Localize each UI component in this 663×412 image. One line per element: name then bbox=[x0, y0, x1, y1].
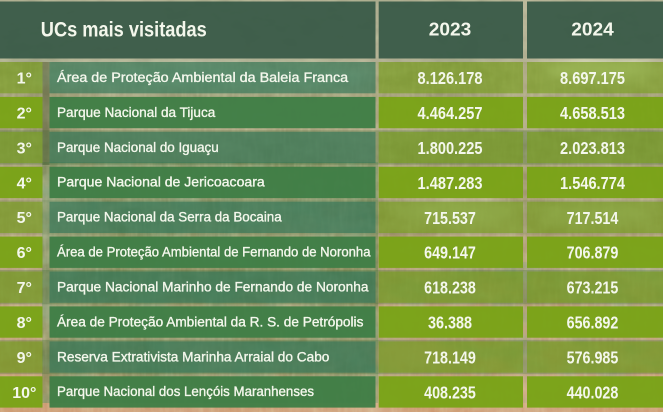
svg-text:3°: 3° bbox=[17, 140, 32, 157]
svg-text:1.487.283: 1.487.283 bbox=[418, 173, 483, 193]
svg-text:9°: 9° bbox=[17, 350, 32, 367]
svg-text:6°: 6° bbox=[17, 245, 32, 262]
svg-text:Área de Proteção Ambiental da: Área de Proteção Ambiental da R. S. de P… bbox=[57, 314, 364, 329]
svg-text:8.697.175: 8.697.175 bbox=[560, 68, 625, 88]
svg-text:Área de Proteção Ambiental da: Área de Proteção Ambiental da Baleia Fra… bbox=[57, 70, 349, 85]
svg-text:576.985: 576.985 bbox=[567, 348, 619, 368]
svg-text:36.388: 36.388 bbox=[428, 313, 472, 333]
svg-text:8°: 8° bbox=[17, 315, 32, 332]
svg-text:UCs mais visitadas: UCs mais visitadas bbox=[41, 19, 207, 42]
svg-text:1.546.774: 1.546.774 bbox=[560, 173, 625, 193]
svg-text:5°: 5° bbox=[17, 210, 32, 227]
svg-text:715.537: 715.537 bbox=[424, 208, 476, 228]
svg-text:1.800.225: 1.800.225 bbox=[418, 138, 483, 158]
svg-text:649.147: 649.147 bbox=[424, 243, 476, 263]
svg-text:618.238: 618.238 bbox=[424, 278, 476, 298]
svg-text:2°: 2° bbox=[17, 105, 32, 122]
svg-text:706.879: 706.879 bbox=[567, 243, 619, 263]
svg-text:Parque Nacional da Serra da Bo: Parque Nacional da Serra da Bocaina bbox=[57, 210, 282, 225]
svg-text:Parque Nacional dos Lençóis Ma: Parque Nacional dos Lençóis Maranhenses bbox=[57, 384, 314, 399]
svg-text:8.126.178: 8.126.178 bbox=[418, 68, 483, 88]
svg-text:7°: 7° bbox=[17, 280, 32, 297]
svg-text:10°: 10° bbox=[12, 385, 36, 402]
svg-text:440.028: 440.028 bbox=[567, 382, 619, 402]
svg-text:4°: 4° bbox=[17, 175, 32, 192]
svg-text:673.215: 673.215 bbox=[567, 278, 619, 298]
svg-text:2023: 2023 bbox=[429, 19, 472, 40]
svg-text:Área de Proteção Ambiental de: Área de Proteção Ambiental de Fernando d… bbox=[57, 245, 371, 260]
svg-text:656.892: 656.892 bbox=[567, 313, 619, 333]
svg-text:4.464.257: 4.464.257 bbox=[418, 103, 483, 123]
svg-text:2024: 2024 bbox=[571, 19, 614, 40]
svg-text:Reserva Extrativista Marinha A: Reserva Extrativista Marinha Arraial do … bbox=[57, 349, 329, 364]
svg-text:4.658.513: 4.658.513 bbox=[560, 103, 625, 123]
svg-text:1°: 1° bbox=[17, 71, 32, 88]
svg-text:Parque Nacional da Tijuca: Parque Nacional da Tijuca bbox=[57, 105, 216, 120]
svg-text:Parque Nacional do Iguaçu: Parque Nacional do Iguaçu bbox=[57, 140, 219, 155]
svg-text:408.235: 408.235 bbox=[424, 382, 476, 402]
svg-text:717.514: 717.514 bbox=[567, 208, 619, 228]
svg-text:2.023.813: 2.023.813 bbox=[560, 138, 625, 158]
svg-text:Parque Nacional de Jericoacoar: Parque Nacional de Jericoacoara bbox=[57, 175, 265, 190]
svg-text:Parque Nacional Marinho de Fer: Parque Nacional Marinho de Fernando de N… bbox=[57, 280, 369, 295]
svg-text:718.149: 718.149 bbox=[424, 348, 476, 368]
